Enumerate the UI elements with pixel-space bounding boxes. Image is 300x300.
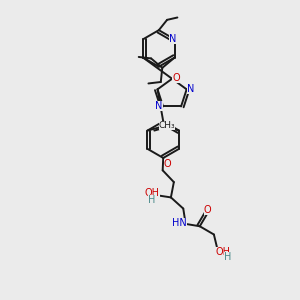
Text: HN: HN [172,218,187,228]
Text: O: O [204,205,212,215]
Text: H: H [224,253,231,262]
Text: O: O [172,73,180,82]
Text: N: N [155,101,163,111]
Text: O: O [164,159,171,169]
Text: OH: OH [145,188,160,198]
Text: CH₃: CH₃ [159,122,175,130]
Text: H: H [148,195,156,205]
Text: OH: OH [215,247,230,256]
Text: N: N [169,34,176,44]
Text: N: N [187,84,194,94]
